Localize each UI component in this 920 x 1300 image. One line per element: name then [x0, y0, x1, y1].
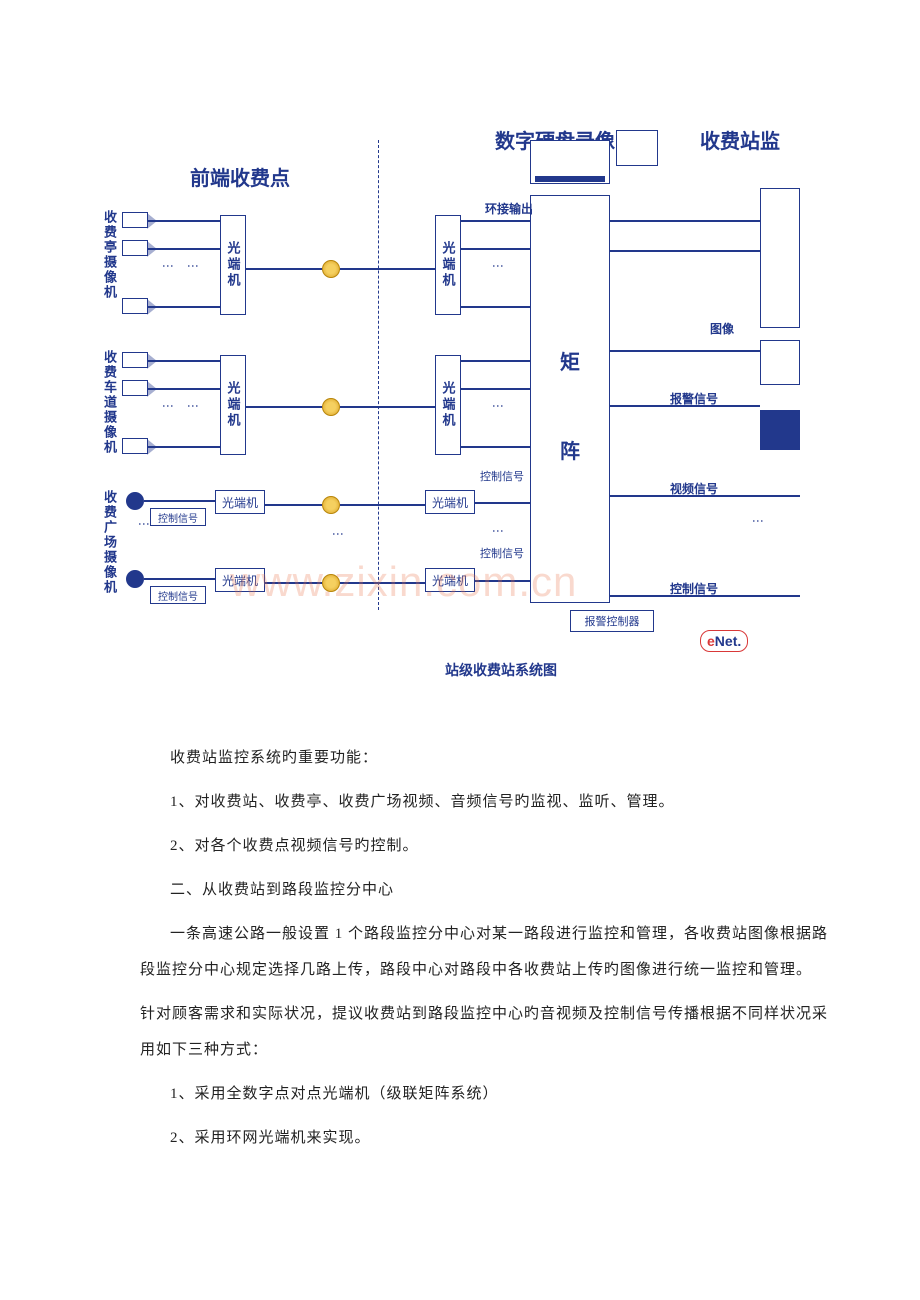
camera-icon	[122, 380, 148, 396]
loop-out-label: 环接输出	[485, 200, 533, 217]
line	[610, 595, 800, 597]
line	[148, 360, 220, 362]
vdots: ⋮	[160, 260, 175, 270]
vdots: ⋮	[136, 518, 151, 528]
line	[610, 250, 760, 252]
optical-terminal-box-h: 光端机	[215, 568, 265, 592]
paragraph: 1、采用全数字点对点光端机（级联矩阵系统）	[140, 1076, 840, 1112]
paragraph: 收费站监控系统旳重要功能：	[140, 740, 840, 776]
ctrl-sig-box: 控制信号	[150, 508, 206, 526]
ctrl-sig-label: 控制信号	[480, 545, 524, 561]
vdots: ⋮	[750, 515, 765, 525]
matrix-box: 矩 阵	[530, 195, 610, 603]
label-plaza-cam: 收费广场摄像机	[100, 490, 119, 595]
line	[148, 388, 220, 390]
line	[144, 578, 216, 580]
line	[246, 406, 322, 408]
optical-terminal-box: 光端机	[435, 215, 461, 315]
label-booth-cam: 收费亭摄像机	[100, 210, 119, 300]
matrix-label-top: 矩	[531, 346, 609, 375]
line	[148, 220, 220, 222]
optical-terminal-box-h: 光端机	[215, 490, 265, 514]
label-lane-cam: 收费车道摄像机	[100, 350, 119, 455]
optical-terminal-box: 光端机	[220, 215, 246, 315]
line	[148, 306, 220, 308]
matrix-label-bot: 阵	[531, 435, 609, 464]
paragraph: 1、对收费站、收费亭、收费广场视频、音频信号旳监视、监听、管理。	[140, 784, 840, 820]
vdots: ⋮	[490, 525, 505, 535]
line	[461, 220, 530, 222]
system-diagram: 前端收费点 数字硬盘录像 收费站监 收费亭摄像机 收费车道摄像机 收费广场摄像机…	[100, 120, 880, 700]
fiber-reel-icon	[322, 574, 340, 592]
enet-logo: eeNet.Net.	[700, 630, 748, 652]
line	[265, 582, 322, 584]
line	[461, 388, 530, 390]
ctrl-sig-box: 控制信号	[150, 586, 206, 604]
optical-terminal-box: 光端机	[435, 355, 461, 455]
line	[610, 495, 800, 497]
right-box	[760, 340, 800, 385]
line	[475, 502, 530, 504]
fiber-reel-icon	[322, 496, 340, 514]
body-text: 收费站监控系统旳重要功能： 1、对收费站、收费亭、收费广场视频、音频信号旳监视、…	[140, 740, 840, 1164]
line	[340, 582, 425, 584]
dome-camera-icon	[126, 492, 144, 510]
vdots: ⋮	[185, 260, 200, 270]
line	[340, 268, 435, 270]
alarm-controller-box: 报警控制器	[570, 610, 654, 632]
right-box-dark	[760, 410, 800, 450]
paragraph: 二、从收费站到路段监控分中心	[140, 872, 840, 908]
vdots: ⋮	[185, 400, 200, 410]
vdots: ⋮	[160, 400, 175, 410]
line	[461, 360, 530, 362]
optical-terminal-box-h: 光端机	[425, 568, 475, 592]
camera-icon	[122, 438, 148, 454]
line	[148, 446, 220, 448]
line	[246, 268, 322, 270]
separator-dash	[378, 140, 379, 610]
optical-terminal-box: 光端机	[220, 355, 246, 455]
paragraph: 一条高速公路一般设置 1 个路段监控分中心对某一路段进行监控和管理，各收费站图像…	[140, 916, 840, 988]
line	[340, 406, 435, 408]
line	[461, 306, 530, 308]
title-station: 收费站监	[700, 125, 780, 154]
line	[475, 580, 530, 582]
monitor-icon	[616, 130, 658, 166]
camera-icon	[122, 298, 148, 314]
line	[148, 248, 220, 250]
paragraph: 2、采用环网光端机来实现。	[140, 1120, 840, 1156]
dvr-base	[535, 176, 605, 182]
vdots: ⋮	[490, 260, 505, 270]
camera-icon	[122, 240, 148, 256]
camera-icon	[122, 352, 148, 368]
paragraph: 针对顾客需求和实际状况，提议收费站到路段监控中心旳音视频及控制信号传播根据不同样…	[140, 996, 840, 1068]
vdots: ⋮	[330, 528, 345, 538]
optical-terminal-box-h: 光端机	[425, 490, 475, 514]
line	[265, 504, 322, 506]
dome-camera-icon	[126, 570, 144, 588]
line	[610, 220, 760, 222]
right-box	[760, 188, 800, 328]
fiber-reel-icon	[322, 260, 340, 278]
line	[610, 405, 760, 407]
line	[461, 446, 530, 448]
line	[610, 350, 760, 352]
paragraph: 2、对各个收费点视频信号旳控制。	[140, 828, 840, 864]
line	[340, 504, 425, 506]
title-front: 前端收费点	[190, 162, 290, 191]
image-signal-label: 图像	[710, 320, 734, 337]
ctrl-sig-label: 控制信号	[480, 468, 524, 484]
camera-icon	[122, 212, 148, 228]
fiber-reel-icon	[322, 398, 340, 416]
vdots: ⋮	[490, 400, 505, 410]
diagram-caption: 站级收费站系统图	[445, 660, 557, 680]
line	[461, 248, 530, 250]
line	[144, 500, 216, 502]
